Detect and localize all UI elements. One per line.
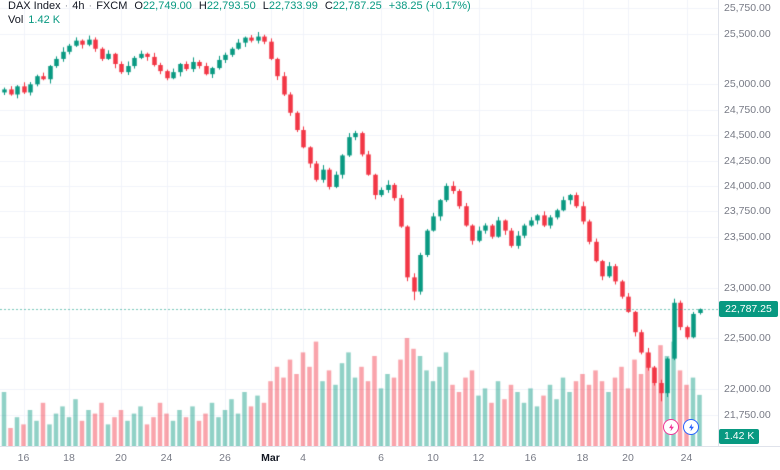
time-tick-label: 10 — [427, 452, 439, 464]
volume-badge: 1.42 K — [719, 429, 760, 444]
price-tick-label: 22,000.00 — [724, 383, 771, 396]
close-value: 22,787.25 — [332, 0, 382, 12]
open-value: 22,749.00 — [142, 0, 192, 12]
time-tick-label: 24 — [160, 452, 173, 464]
low-value: 22,733.99 — [268, 0, 318, 12]
legend-separator: · — [88, 0, 93, 12]
price-tick-label: 24,000.00 — [724, 179, 771, 192]
time-tick-label: 20 — [115, 452, 127, 464]
price-tick-label: 25,500.00 — [724, 27, 771, 40]
high-value: 22,793.50 — [206, 0, 256, 12]
time-tick-label: 6 — [378, 452, 384, 464]
legend-separator: · — [64, 0, 69, 12]
price-tick-label: 24,750.00 — [724, 103, 771, 116]
price-tick-label: 23,000.00 — [724, 281, 771, 294]
volume-value: 1.42 K — [28, 14, 61, 26]
high-label: H — [198, 0, 207, 12]
price-tick-label: 24,250.00 — [724, 154, 771, 167]
volume-label: Vol — [8, 14, 24, 26]
price-axis[interactable]: 25,750.00 25,500.00 25,000.00 24,750.00 24,5… — [718, 0, 780, 446]
price-tick-label: 24,500.00 — [724, 129, 771, 142]
time-tick-label: 4 — [300, 452, 306, 464]
price-tick-label: 21,750.00 — [724, 408, 771, 421]
symbol-legend: DAX Index · 4h · FXCM O22,749.00 H22,793.50 L22… — [8, 0, 471, 13]
time-tick-label: 18 — [63, 452, 75, 464]
close-label: C — [324, 0, 333, 12]
bolt-icon — [667, 422, 676, 433]
time-tick-label: Mar — [261, 452, 280, 464]
chart-canvas[interactable] — [0, 0, 718, 446]
time-tick-label: 12 — [472, 452, 485, 464]
exchange-label[interactable]: FXCM — [96, 0, 128, 12]
price-tick-label: 25,750.00 — [724, 2, 771, 15]
time-tick-label: 24 — [680, 452, 693, 464]
quick-trade-pink-button[interactable] — [663, 419, 679, 435]
low-label: L — [262, 0, 269, 12]
price-tick-label: 23,500.00 — [724, 230, 771, 243]
quick-trade-blue-button[interactable] — [683, 419, 699, 435]
interval-label[interactable]: 4h — [72, 0, 85, 12]
price-tick-label: 22,500.00 — [724, 332, 771, 345]
volume-legend: Vol 1.42 K — [8, 14, 60, 27]
time-tick-label: 26 — [219, 452, 231, 464]
open-label: O — [134, 0, 143, 12]
time-tick-label: 18 — [576, 452, 589, 464]
time-tick-label: 20 — [622, 452, 634, 464]
bolt-icon — [687, 422, 696, 433]
time-tick-label: 16 — [524, 452, 537, 464]
current-price-badge: 22,787.25 — [719, 301, 778, 318]
time-tick-label: 16 — [17, 452, 30, 464]
price-tick-label: 25,000.00 — [724, 78, 771, 91]
price-tick-label: 23,750.00 — [724, 205, 771, 218]
change-value: +38.25 (+0.17%) — [388, 0, 471, 12]
symbol-name[interactable]: DAX Index — [8, 0, 61, 12]
time-axis[interactable]: 16 18 20 24 26 Mar 4 6 10 12 16 18 20 24 — [0, 446, 780, 470]
